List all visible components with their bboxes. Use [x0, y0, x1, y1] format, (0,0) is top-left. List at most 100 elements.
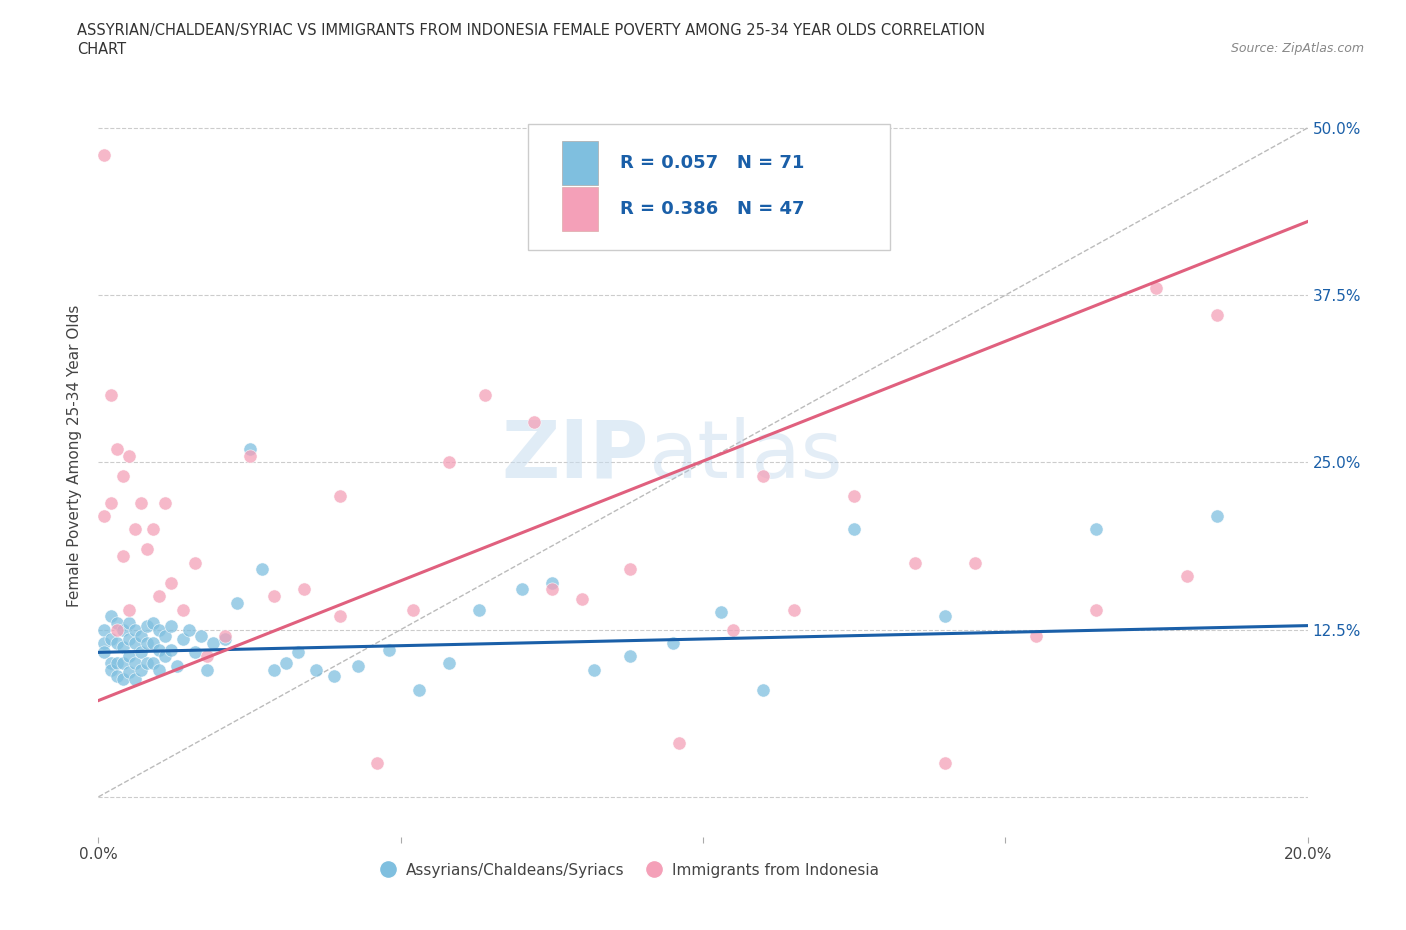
Point — [184, 644, 207, 659]
Point — [100, 631, 122, 646]
Point — [1085, 602, 1108, 617]
Point — [366, 756, 388, 771]
Point — [1175, 568, 1198, 583]
Point — [153, 495, 176, 510]
Point — [118, 616, 141, 631]
Point — [93, 147, 115, 162]
Point — [540, 576, 562, 591]
Point — [408, 683, 430, 698]
Point — [934, 756, 956, 771]
Point — [214, 629, 236, 644]
Point — [135, 542, 157, 557]
Point — [523, 415, 546, 430]
Point — [100, 609, 122, 624]
Point — [124, 671, 146, 686]
Point — [105, 442, 128, 457]
Point — [129, 662, 152, 677]
Point — [111, 622, 134, 637]
Point — [135, 635, 157, 650]
Point — [100, 495, 122, 510]
Point — [190, 629, 212, 644]
Point — [105, 616, 128, 631]
Point — [437, 455, 460, 470]
Point — [118, 649, 141, 664]
Point — [148, 622, 170, 637]
Point — [124, 635, 146, 650]
Point — [250, 562, 273, 577]
Text: ZIP: ZIP — [502, 417, 648, 495]
Point — [934, 609, 956, 624]
Point — [710, 604, 733, 619]
Point — [239, 448, 262, 463]
Point — [172, 631, 194, 646]
Point — [124, 622, 146, 637]
Point — [287, 644, 309, 659]
Point — [118, 665, 141, 680]
Point — [129, 629, 152, 644]
Point — [148, 643, 170, 658]
Point — [160, 643, 183, 658]
Point — [323, 669, 346, 684]
Point — [1024, 629, 1046, 644]
Point — [226, 595, 249, 610]
Point — [100, 656, 122, 671]
Point — [142, 522, 165, 537]
Point — [100, 388, 122, 403]
Point — [100, 662, 122, 677]
Point — [571, 591, 593, 606]
Point — [129, 644, 152, 659]
Point — [619, 562, 641, 577]
Point — [468, 602, 491, 617]
Point — [195, 662, 218, 677]
Point — [135, 618, 157, 633]
Point — [752, 469, 775, 484]
Point — [402, 602, 425, 617]
Point — [904, 555, 927, 570]
Point — [329, 488, 352, 503]
Point — [105, 656, 128, 671]
Point — [118, 448, 141, 463]
Point — [93, 622, 115, 637]
Text: CHART: CHART — [77, 42, 127, 57]
Point — [166, 658, 188, 673]
Point — [1206, 509, 1229, 524]
Point — [752, 683, 775, 698]
Point — [124, 656, 146, 671]
Point — [437, 656, 460, 671]
FancyBboxPatch shape — [561, 140, 598, 185]
Point — [111, 671, 134, 686]
Point — [93, 635, 115, 650]
Point — [965, 555, 987, 570]
Point — [844, 488, 866, 503]
Point — [510, 582, 533, 597]
Point — [1144, 281, 1167, 296]
Point — [474, 388, 496, 403]
Point — [1206, 308, 1229, 323]
Point — [111, 469, 134, 484]
Point — [179, 622, 201, 637]
FancyBboxPatch shape — [527, 124, 890, 250]
Point — [93, 509, 115, 524]
Point — [292, 582, 315, 597]
Point — [723, 622, 745, 637]
Point — [153, 649, 176, 664]
Point — [274, 656, 297, 671]
Text: atlas: atlas — [648, 417, 844, 495]
Text: R = 0.057   N = 71: R = 0.057 N = 71 — [620, 153, 804, 172]
Point — [239, 442, 262, 457]
Point — [583, 662, 606, 677]
Point — [93, 644, 115, 659]
Point — [148, 589, 170, 604]
Point — [142, 635, 165, 650]
Point — [195, 649, 218, 664]
Point — [142, 616, 165, 631]
Point — [1085, 522, 1108, 537]
Point — [172, 602, 194, 617]
Point — [111, 656, 134, 671]
Point — [329, 609, 352, 624]
Text: ASSYRIAN/CHALDEAN/SYRIAC VS IMMIGRANTS FROM INDONESIA FEMALE POVERTY AMONG 25-34: ASSYRIAN/CHALDEAN/SYRIAC VS IMMIGRANTS F… — [77, 23, 986, 38]
Point — [105, 669, 128, 684]
Point — [105, 622, 128, 637]
Point — [783, 602, 806, 617]
Point — [160, 576, 183, 591]
